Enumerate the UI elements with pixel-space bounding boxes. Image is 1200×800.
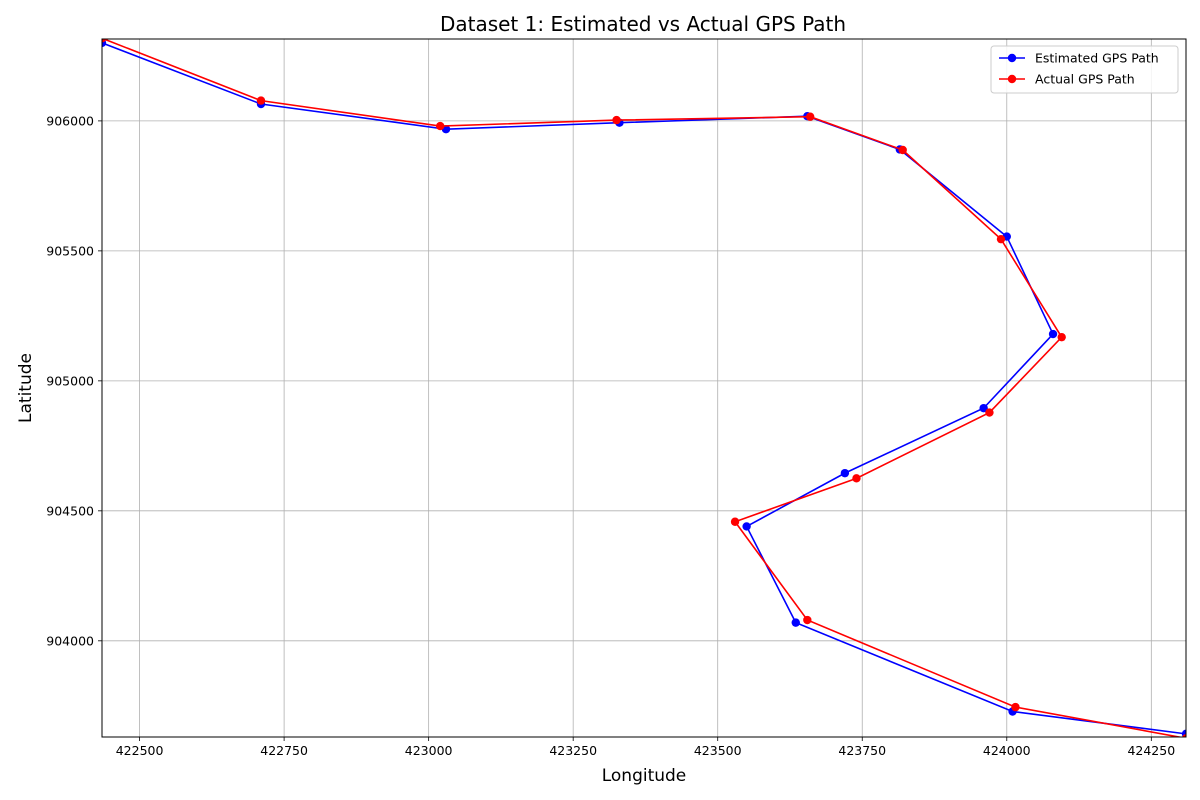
data-point-actual-gps-path — [803, 615, 812, 625]
data-point-actual-gps-path — [1057, 332, 1066, 342]
x-tick-label: 424000 — [983, 743, 1031, 758]
data-point-actual-gps-path — [1182, 734, 1186, 737]
y-axis-title: Latitude — [16, 353, 36, 423]
x-tick-label: 422750 — [260, 743, 308, 758]
grid-lines — [102, 39, 1186, 737]
data-point-actual-gps-path — [256, 96, 266, 105]
x-tick-label: 423250 — [549, 743, 597, 758]
data-point-actual-gps-path — [1011, 702, 1020, 712]
y-tick-label: 905500 — [46, 243, 94, 258]
data-point-actual-gps-path — [436, 121, 445, 131]
y-tick-label: 904000 — [46, 633, 94, 648]
y-axis: 904000 904500 905000 905500 906000 — [46, 113, 102, 648]
data-point-actual-gps-path — [985, 408, 994, 417]
data-point-estimated-gps-path — [840, 468, 850, 478]
y-tick-label: 904500 — [46, 503, 94, 518]
series-layer — [102, 39, 1186, 737]
plot-area — [102, 39, 1186, 737]
data-point-estimated-gps-path — [1048, 329, 1058, 339]
y-tick-label: 906000 — [46, 113, 94, 128]
legend: Estimated GPS Path Actual GPS Path — [990, 45, 1179, 94]
data-point-actual-gps-path — [806, 112, 815, 121]
x-axis: 422500 422750 423000 423250 423500 423750 4240… — [116, 737, 1175, 758]
legend-box — [990, 45, 1179, 94]
legend-swatch-marker — [1007, 74, 1017, 84]
data-point-actual-gps-path — [612, 115, 621, 125]
data-point-estimated-gps-path — [791, 618, 800, 627]
x-tick-label: 423000 — [405, 743, 453, 758]
legend-item: Estimated GPS Path — [999, 51, 1159, 66]
x-tick-label: 422500 — [116, 743, 164, 758]
x-axis-title: Longitude — [602, 766, 687, 786]
legend-label: Estimated GPS Path — [1035, 51, 1159, 66]
data-point-actual-gps-path — [730, 517, 740, 526]
x-tick-label: 423500 — [694, 743, 742, 758]
data-point-estimated-gps-path — [742, 522, 751, 531]
plot-frame — [101, 38, 1187, 738]
legend-swatch-marker — [1007, 53, 1017, 63]
y-tick-label: 905000 — [46, 373, 94, 388]
series-line-actual-gps-path — [102, 39, 1184, 737]
data-point-estimated-gps-path — [979, 403, 988, 413]
data-point-actual-gps-path — [852, 474, 861, 483]
data-point-actual-gps-path — [898, 145, 907, 155]
data-point-actual-gps-path — [996, 234, 1006, 244]
data-point-actual-gps-path — [102, 39, 107, 43]
chart-title: Dataset 1: Estimated vs Actual GPS Path — [440, 12, 846, 36]
legend-item: Actual GPS Path — [999, 72, 1135, 87]
legend-label: Actual GPS Path — [1035, 72, 1135, 87]
x-tick-label: 423750 — [838, 743, 886, 758]
series-actual-gps-path — [102, 39, 1186, 737]
x-tick-label: 424250 — [1127, 743, 1175, 758]
